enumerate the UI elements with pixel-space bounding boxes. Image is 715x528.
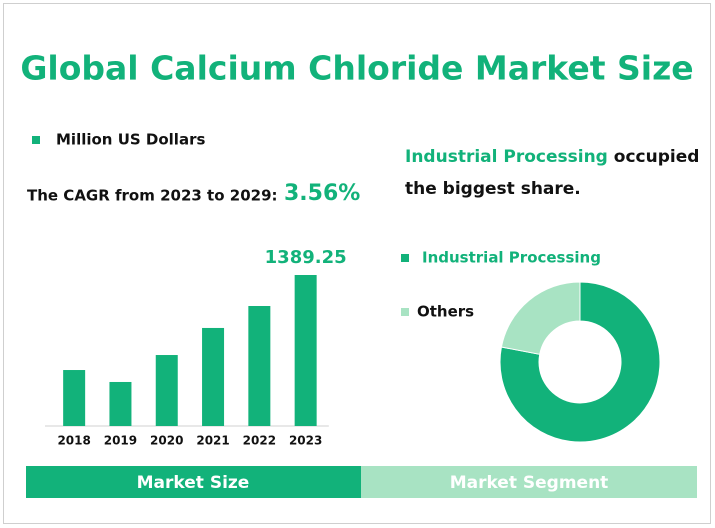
share-highlight: Industrial Processing xyxy=(405,147,608,167)
bar xyxy=(248,306,271,426)
donut-segment xyxy=(499,281,661,443)
share-text: Industrial Processing occupied xyxy=(405,147,699,167)
x-tick-label: 2020 xyxy=(150,434,183,448)
x-tick-label: 2023 xyxy=(289,434,322,448)
tab[interactable] xyxy=(26,466,361,498)
tab-label[interactable]: Market Segment xyxy=(450,473,609,493)
value-label: 1389.25 xyxy=(265,247,347,268)
cagr-value: 3.56% xyxy=(284,181,360,206)
legend-label: Million US Dollars xyxy=(56,131,205,149)
x-tick-label: 2018 xyxy=(57,434,90,448)
tab[interactable] xyxy=(361,466,697,498)
legend-label: Industrial Processing xyxy=(422,249,601,267)
donut-segment xyxy=(500,281,581,355)
x-tick-label: 2021 xyxy=(196,434,229,448)
bar xyxy=(155,355,178,426)
x-tick-label: 2022 xyxy=(243,434,276,448)
x-tick-label: 2019 xyxy=(104,434,137,448)
legend-swatch xyxy=(32,136,40,144)
legend-swatch xyxy=(401,254,409,262)
share-text-line: the biggest share. xyxy=(405,179,581,199)
legend-label: Others xyxy=(417,303,474,321)
title: Global Calcium Chloride Market Size xyxy=(20,49,693,88)
cagr-label: The CAGR from 2023 to 2029: xyxy=(27,187,278,205)
legend-swatch xyxy=(401,308,409,316)
bar xyxy=(109,381,132,426)
tab-label[interactable]: Market Size xyxy=(137,473,250,493)
bar xyxy=(294,275,317,426)
share-rest: occupied xyxy=(614,147,700,167)
bar xyxy=(202,327,225,426)
bar xyxy=(63,370,86,426)
